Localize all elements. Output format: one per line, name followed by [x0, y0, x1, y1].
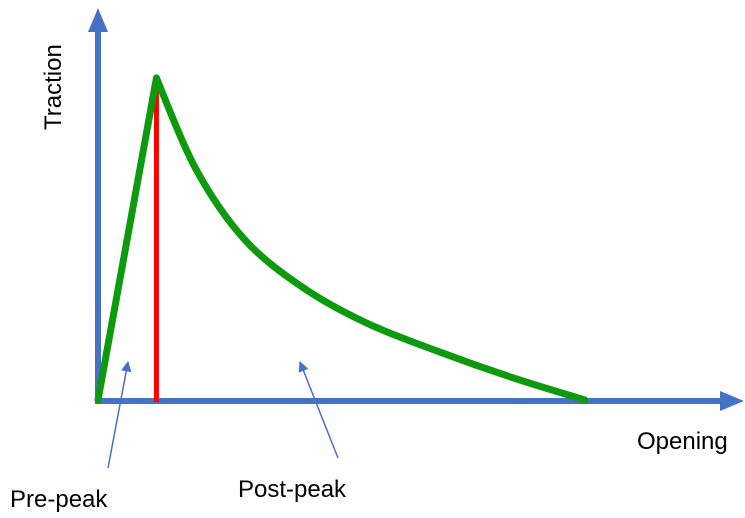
- pre-peak-annotation-arrow: [107, 360, 132, 469]
- y-axis-arrowhead: [88, 8, 108, 32]
- x-axis-arrowhead: [720, 391, 744, 411]
- pre-peak-curve: [94, 74, 160, 404]
- post-peak-curve: [152, 74, 589, 404]
- pre-peak-label: Pre-peak: [10, 486, 108, 513]
- y-axis-label: Traction: [40, 44, 67, 130]
- post-peak-label: Post-peak: [238, 476, 347, 503]
- x-axis-label: Opening: [637, 428, 728, 455]
- post-peak-annotation-arrow: [298, 361, 339, 459]
